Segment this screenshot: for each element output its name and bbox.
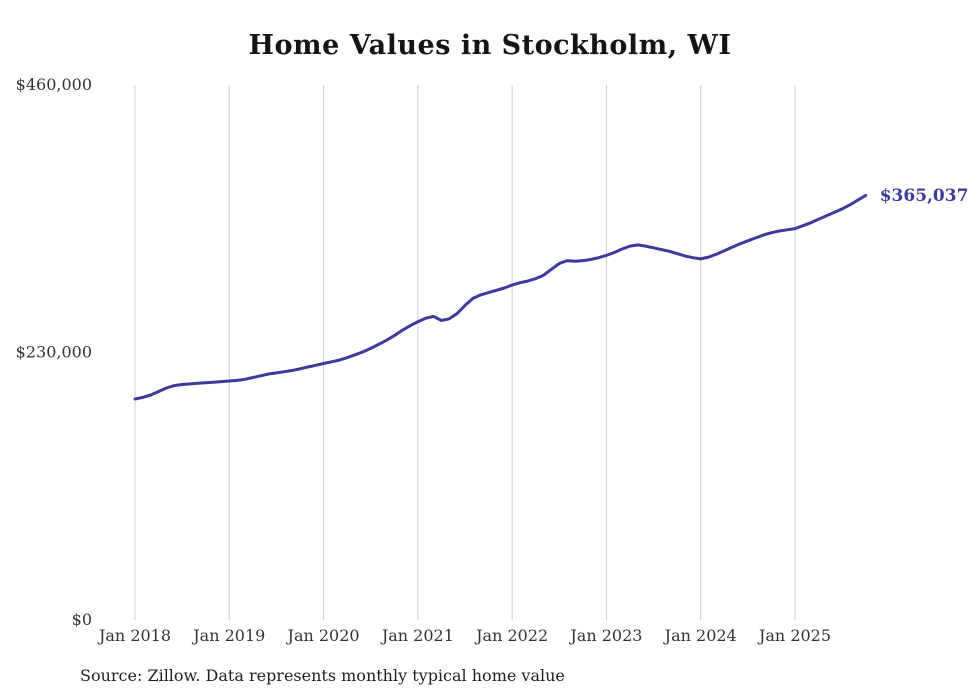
x-tick-label: Jan 2018 bbox=[97, 626, 171, 645]
y-tick-label: $230,000 bbox=[16, 343, 92, 362]
home-value-line bbox=[133, 193, 868, 401]
x-tick-label: Jan 2019 bbox=[191, 626, 265, 645]
chart-title: Home Values in Stockholm, WI bbox=[248, 30, 732, 61]
x-tick-label: Jan 2024 bbox=[663, 626, 737, 645]
x-tick-label: Jan 2021 bbox=[380, 626, 454, 645]
x-tick-label: Jan 2022 bbox=[474, 626, 548, 645]
end-value-label: $365,037 bbox=[880, 186, 969, 206]
x-tick-label: Jan 2025 bbox=[757, 626, 831, 645]
y-tick-label: $460,000 bbox=[16, 75, 92, 94]
x-tick-label: Jan 2020 bbox=[286, 626, 360, 645]
y-tick-label: $0 bbox=[72, 610, 92, 629]
source-note: Source: Zillow. Data represents monthly … bbox=[80, 666, 565, 685]
x-tick-label: Jan 2023 bbox=[568, 626, 642, 645]
